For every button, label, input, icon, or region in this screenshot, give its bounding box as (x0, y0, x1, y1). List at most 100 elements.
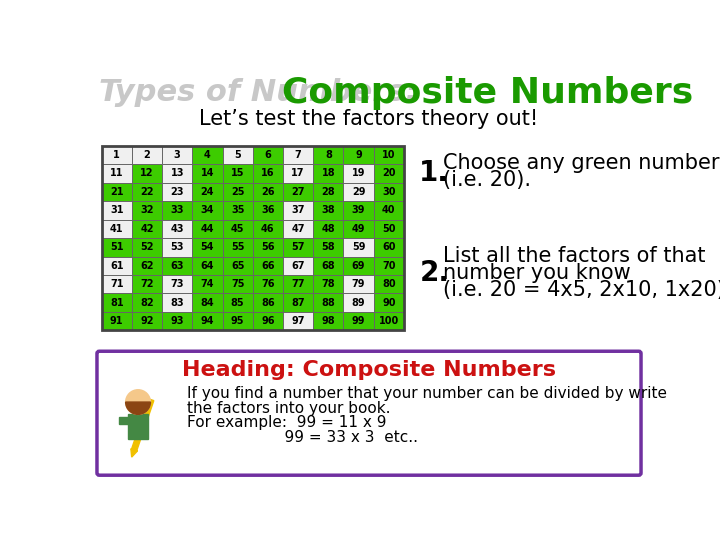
Bar (374, 201, 404, 220)
Bar (132, 275, 162, 293)
Text: 40: 40 (382, 205, 395, 215)
Text: 43: 43 (171, 224, 184, 234)
Bar (222, 183, 253, 201)
Text: 83: 83 (171, 298, 184, 308)
Text: 62: 62 (140, 261, 153, 271)
Bar (132, 183, 162, 201)
Bar (283, 312, 313, 330)
Bar (102, 294, 132, 312)
Text: 11: 11 (110, 168, 124, 178)
Wedge shape (126, 402, 150, 414)
Text: 3: 3 (174, 150, 181, 160)
Text: 36: 36 (261, 205, 274, 215)
Text: 20: 20 (382, 168, 395, 178)
Bar (374, 164, 404, 183)
Bar (222, 201, 253, 220)
Text: 47: 47 (292, 224, 305, 234)
Bar (253, 164, 283, 183)
Text: (i.e. 20).: (i.e. 20). (443, 170, 531, 190)
Text: 54: 54 (201, 242, 214, 252)
Bar (102, 238, 132, 256)
Text: Heading: Composite Numbers: Heading: Composite Numbers (182, 361, 556, 381)
Text: 78: 78 (322, 279, 335, 289)
Text: 71: 71 (110, 279, 124, 289)
Text: 16: 16 (261, 168, 274, 178)
Text: 45: 45 (231, 224, 244, 234)
Bar (253, 201, 283, 220)
Text: 60: 60 (382, 242, 395, 252)
Text: List all the factors of that: List all the factors of that (443, 246, 705, 266)
Text: 65: 65 (231, 261, 244, 271)
Bar (374, 183, 404, 201)
Text: number you know: number you know (443, 262, 631, 283)
Text: 94: 94 (201, 316, 214, 326)
Text: 42: 42 (140, 224, 153, 234)
Bar (253, 238, 283, 256)
Text: 32: 32 (140, 205, 153, 215)
Text: 51: 51 (110, 242, 124, 252)
Text: 68: 68 (322, 261, 335, 271)
Bar (283, 256, 313, 275)
Bar (283, 164, 313, 183)
Text: Composite Numbers: Composite Numbers (282, 76, 693, 110)
Bar (222, 238, 253, 256)
Bar (313, 201, 343, 220)
Text: 27: 27 (292, 187, 305, 197)
Bar (162, 183, 192, 201)
Bar (119, 417, 130, 423)
Text: 50: 50 (382, 224, 395, 234)
Text: 37: 37 (292, 205, 305, 215)
Text: 2: 2 (143, 150, 150, 160)
Bar (222, 146, 253, 164)
Bar (253, 294, 283, 312)
Text: 5: 5 (234, 150, 241, 160)
Bar (283, 220, 313, 238)
Bar (343, 294, 374, 312)
Text: 97: 97 (292, 316, 305, 326)
Bar (253, 256, 283, 275)
Bar (313, 146, 343, 164)
Text: 33: 33 (171, 205, 184, 215)
Bar (162, 275, 192, 293)
Text: 48: 48 (322, 224, 335, 234)
Bar (253, 312, 283, 330)
Text: 69: 69 (352, 261, 365, 271)
Bar (162, 220, 192, 238)
Text: 1: 1 (113, 150, 120, 160)
Bar (343, 146, 374, 164)
Bar (374, 294, 404, 312)
Text: 58: 58 (322, 242, 335, 252)
Text: 46: 46 (261, 224, 274, 234)
Text: 52: 52 (140, 242, 153, 252)
Bar (162, 146, 192, 164)
Text: 41: 41 (110, 224, 124, 234)
Text: 67: 67 (292, 261, 305, 271)
Text: the factors into your book.: the factors into your book. (187, 401, 390, 416)
Text: 1.: 1. (419, 159, 449, 187)
Bar (313, 275, 343, 293)
Bar (343, 312, 374, 330)
Bar (102, 275, 132, 293)
Bar (313, 256, 343, 275)
Bar (192, 275, 222, 293)
Text: 80: 80 (382, 279, 395, 289)
Bar (374, 220, 404, 238)
Text: 31: 31 (110, 205, 124, 215)
Text: 18: 18 (322, 168, 335, 178)
Bar (343, 256, 374, 275)
FancyBboxPatch shape (97, 351, 641, 475)
Bar (102, 220, 132, 238)
Bar (313, 164, 343, 183)
Bar (343, 183, 374, 201)
Bar (253, 146, 283, 164)
Text: 84: 84 (201, 298, 215, 308)
Text: 28: 28 (322, 187, 335, 197)
Text: 9: 9 (355, 150, 362, 160)
Bar (313, 183, 343, 201)
Text: 76: 76 (261, 279, 274, 289)
Text: Choose any green number: Choose any green number (443, 153, 719, 173)
Bar (192, 220, 222, 238)
Bar (132, 256, 162, 275)
Bar (102, 164, 132, 183)
Bar (253, 183, 283, 201)
